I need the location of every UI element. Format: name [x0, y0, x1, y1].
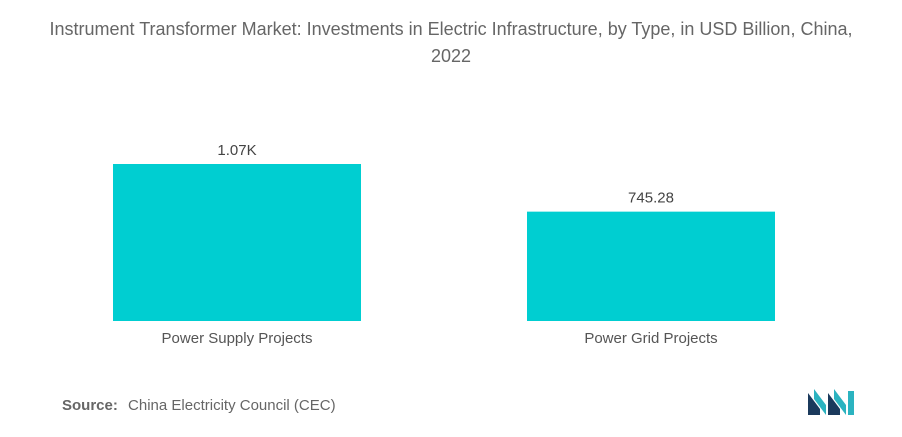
source-note: Source: China Electricity Council (CEC)	[62, 397, 336, 414]
source-text: China Electricity Council (CEC)	[128, 397, 336, 414]
bar-chart: 1.07K Power Supply Projects 745.28 Power Gr…	[113, 142, 775, 347]
source-label: Source:	[62, 397, 118, 414]
brand-logo-icon	[808, 389, 854, 415]
category-label-1: Power Supply Projects	[162, 330, 313, 347]
data-label-1: 1.07K	[217, 142, 256, 159]
chart-title: Instrument Transformer Market: Investmen…	[49, 19, 853, 66]
data-label-2: 745.28	[628, 190, 674, 207]
bar-1	[113, 164, 361, 321]
category-label-2: Power Grid Projects	[584, 330, 717, 347]
bar-2	[527, 211, 775, 321]
